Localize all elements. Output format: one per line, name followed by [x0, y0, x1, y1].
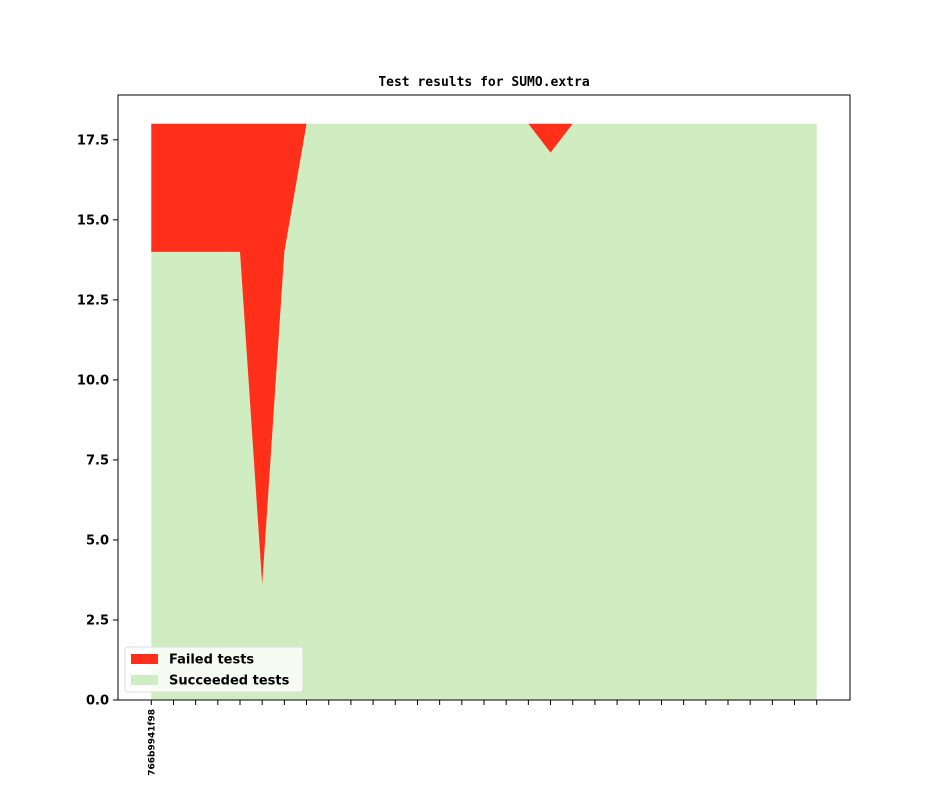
y-tick-label: 10.0: [77, 373, 109, 388]
legend-label: Failed tests: [169, 653, 254, 668]
y-tick-label: 7.5: [86, 453, 109, 468]
y-tick-label: 12.5: [77, 293, 109, 308]
y-axis: 0.0 2.5 5.0 7.5 10.0 12.5 15.0 17.5: [77, 133, 118, 709]
legend-swatch: [131, 654, 158, 664]
y-tick-label: 0.0: [86, 694, 109, 709]
y-tick-label: 2.5: [86, 613, 109, 628]
series-area-succeeded-tests: [151, 123, 817, 700]
legend-swatch: [131, 675, 158, 685]
chart-title: Test results for SUMO.extra: [378, 75, 589, 90]
y-tick-label: 15.0: [77, 213, 109, 228]
x-axis: 766b9941f98: [147, 700, 818, 776]
legend-box: [124, 646, 304, 693]
legend: Failed tests Succeeded tests: [124, 646, 304, 693]
legend-label: Succeeded tests: [169, 674, 290, 689]
y-tick-label: 17.5: [77, 133, 109, 148]
series-area-failed-tests: [151, 123, 817, 585]
y-tick-label: 5.0: [86, 533, 109, 548]
x-tick-label: 766b9941f98: [147, 709, 157, 776]
series-layer: [151, 123, 817, 700]
